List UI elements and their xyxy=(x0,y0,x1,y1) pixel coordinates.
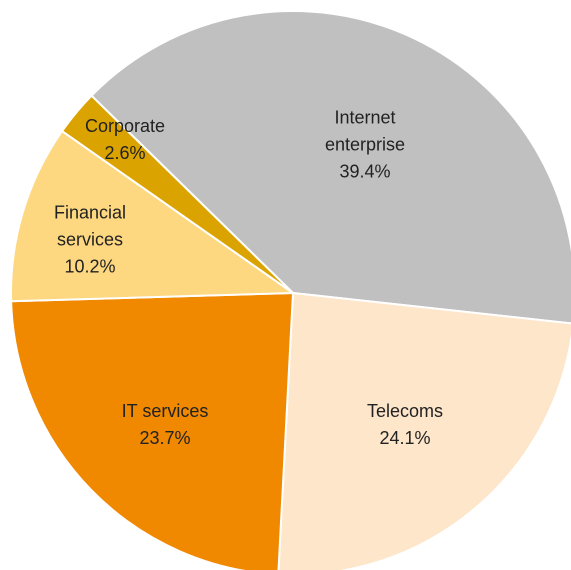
category-label: Internet enterprise xyxy=(324,107,406,155)
slice-label: Corporate 2.6% xyxy=(63,113,187,167)
value-label: 24.1% xyxy=(379,428,431,448)
value-label: 39.4% xyxy=(339,161,391,182)
pie-slice xyxy=(10,291,295,570)
pie-slice xyxy=(277,291,571,570)
value-label: 10.2% xyxy=(64,256,116,277)
slice-label: Internet enterprise 39.4% xyxy=(303,105,427,186)
slice-label: Telecoms 24.1% xyxy=(343,398,467,452)
category-label: IT services xyxy=(121,401,209,421)
category-label: Telecoms xyxy=(366,401,444,421)
category-label: Corporate xyxy=(84,116,166,136)
pie-slice xyxy=(10,129,297,303)
value-label: 23.7% xyxy=(139,428,191,448)
slice-label: IT services 23.7% xyxy=(103,398,227,452)
pie-slice xyxy=(90,10,571,325)
category-label: Financial services xyxy=(53,202,127,250)
value-label: 2.6% xyxy=(104,143,146,163)
slice-label: Financial services 10.2% xyxy=(28,200,152,281)
pie-slice xyxy=(60,94,294,294)
